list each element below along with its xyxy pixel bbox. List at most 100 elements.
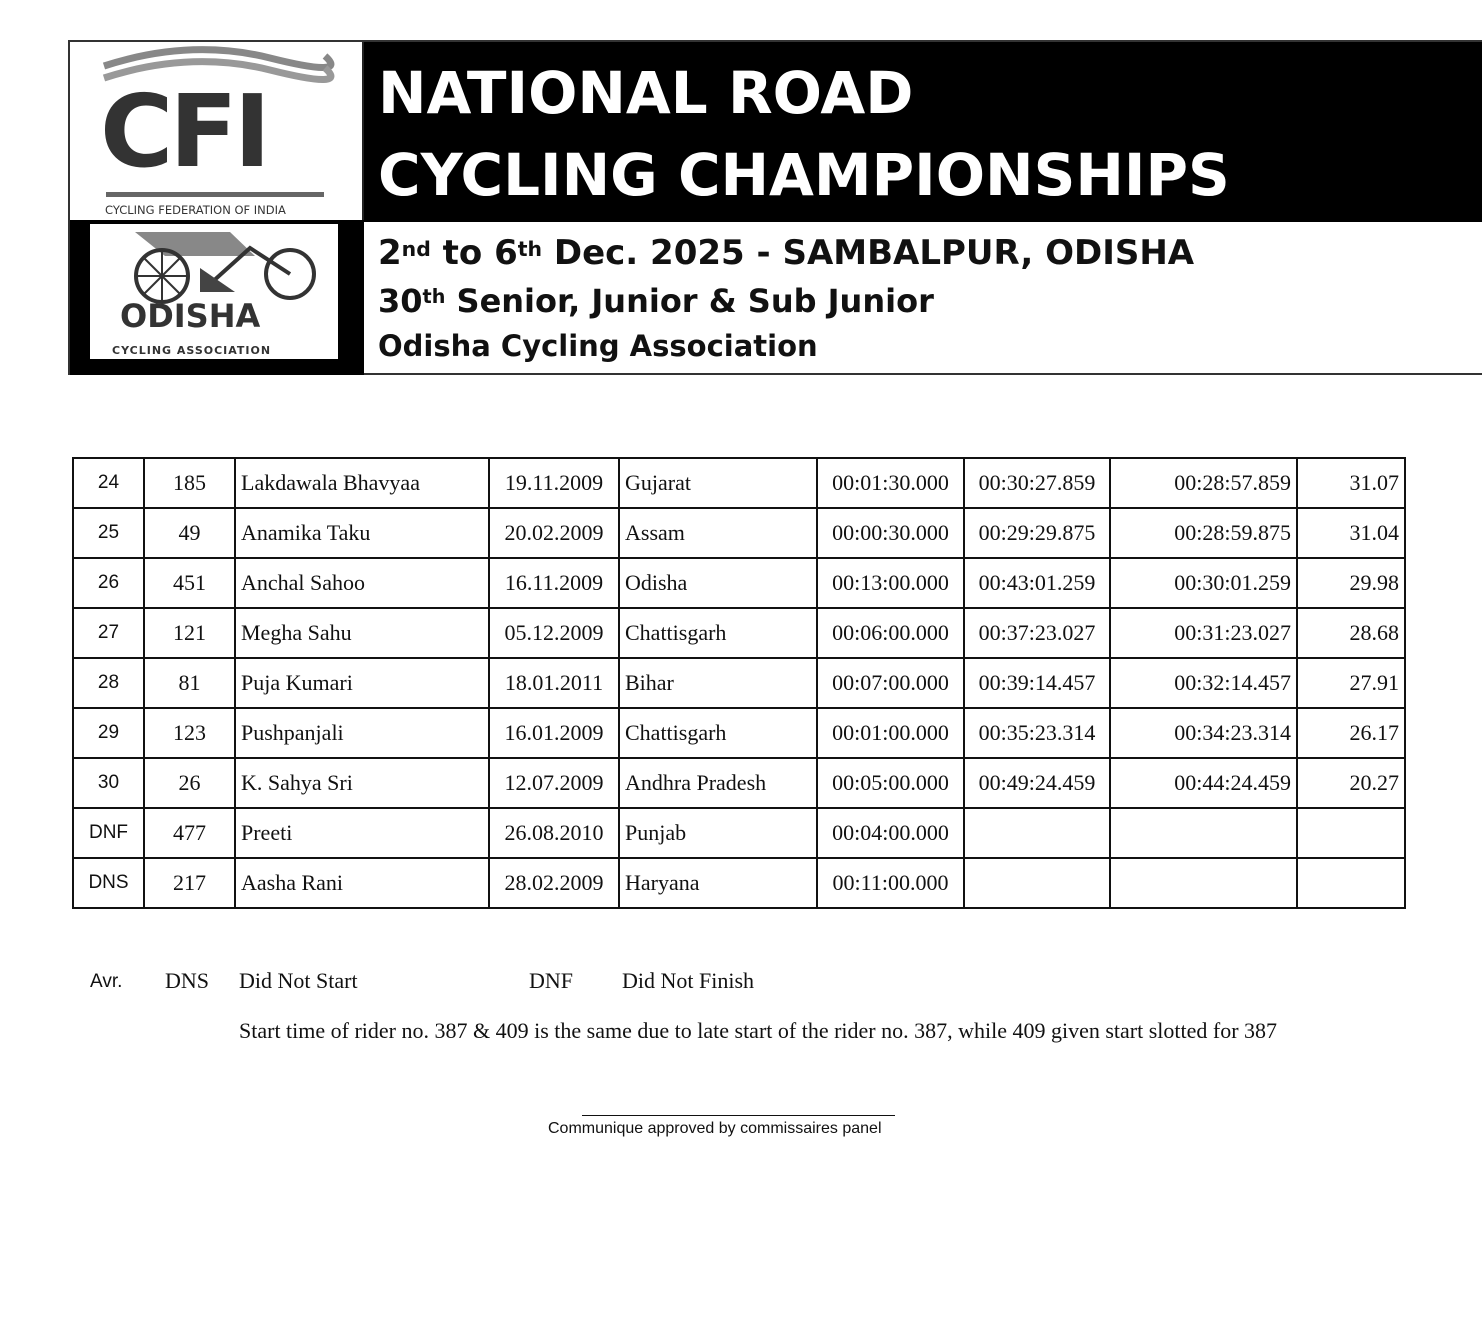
start-time-cell: 00:01:00.000 [816,707,965,759]
finish-time-cell: 00:49:24.459 [963,757,1111,809]
date-of-birth-cell: 05.12.2009 [488,607,620,659]
legend-dns-code: DNS [165,968,210,993]
net-time-cell: 00:44:24.459 [1109,757,1298,809]
net-time-cell: 00:30:01.259 [1109,557,1298,609]
table-row: 25 49 Anamika Taku 20.02.2009 Assam 00:00:30.… [72,507,1406,559]
start-time-cell: 00:13:00.000 [816,557,965,609]
rider-name-cell: Puja Kumari [234,657,490,709]
table-row: DNF 477 Preeti 26.08.2010 Punjab 00:04:00.000 [72,807,1406,859]
rider-name-cell: Anamika Taku [234,507,490,559]
average-speed-cell: 20.27 [1296,757,1406,809]
odisha-cycling-association-logo: ODISHA CYCLING ASSOCIATION [70,220,364,375]
net-time-cell: 00:31:23.027 [1109,607,1298,659]
table-row: 27 121 Megha Sahu 05.12.2009 Chattisgarh 00:0… [72,607,1406,659]
date-of-birth-cell: 20.02.2009 [488,507,620,559]
event-date-venue: 2nd to 6th Dec. 2025 - SAMBALPUR, ODISHA [378,233,1195,273]
state-cell: Odisha [618,557,818,609]
net-time-cell: 00:32:14.457 [1109,657,1298,709]
average-speed-cell: 28.68 [1296,607,1406,659]
svg-text:CYCLING FEDERATION OF INDIA: CYCLING FEDERATION OF INDIA [105,203,286,217]
average-speed-cell: 31.04 [1296,507,1406,559]
start-time-cell: 00:01:30.000 [816,457,965,509]
legend-dns-text: Did Not Start [239,968,358,993]
average-speed-cell: 31.07 [1296,457,1406,509]
start-time-note: Start time of rider no. 387 & 409 is the… [239,1018,1278,1043]
finish-time-cell: 00:39:14.457 [963,657,1111,709]
event-details: 2nd to 6th Dec. 2025 - SAMBALPUR, ODISHA… [378,228,1194,368]
start-time-cell: 00:05:00.000 [816,757,965,809]
state-cell: Chattisgarh [618,607,818,659]
finish-time-cell: 00:37:23.027 [963,607,1111,659]
event-edition: 30th Senior, Junior & Sub Junior [378,282,934,320]
bib-number-cell: 26 [143,757,236,809]
start-time-cell: 00:00:30.000 [816,507,965,559]
table-row: 30 26 K. Sahya Sri 12.07.2009 Andhra Pradesh… [72,757,1406,809]
rider-name-cell: Pushpanjali [234,707,490,759]
legend-label: Avr. [90,971,123,992]
net-time-cell: 00:28:59.875 [1109,507,1298,559]
cfi-logo: CFI CYCLING FEDERATION OF INDIA [70,42,364,220]
championship-title: NATIONAL ROAD CYCLING CHAMPIONSHIPS [364,42,1482,222]
position-cell: 30 [72,757,145,809]
signature-caption: Communique approved by commissaires pane… [548,1120,882,1137]
finish-time-cell [963,857,1111,909]
net-time-cell: 00:34:23.314 [1109,707,1298,759]
legend-dnf-text: Did Not Finish [622,968,755,993]
position-cell: 26 [72,557,145,609]
table-row: 29 123 Pushpanjali 16.01.2009 Chattisgarh 00:… [72,707,1406,759]
bib-number-cell: 121 [143,607,236,659]
position-cell: 28 [72,657,145,709]
net-time-cell [1109,807,1298,859]
date-of-birth-cell: 12.07.2009 [488,757,620,809]
state-cell: Assam [618,507,818,559]
average-speed-cell: 29.98 [1296,557,1406,609]
average-speed-cell [1296,857,1406,909]
net-time-cell: 00:28:57.859 [1109,457,1298,509]
position-cell: DNF [72,807,145,859]
finish-time-cell [963,807,1111,859]
title-line-1: NATIONAL ROAD [378,59,914,127]
average-speed-cell: 27.91 [1296,657,1406,709]
bib-number-cell: 217 [143,857,236,909]
signature-line [582,1115,895,1116]
date-of-birth-cell: 26.08.2010 [488,807,620,859]
bib-number-cell: 49 [143,507,236,559]
rider-name-cell: Aasha Rani [234,857,490,909]
title-line-2: CYCLING CHAMPIONSHIPS [378,141,1230,209]
average-speed-cell [1296,807,1406,859]
position-cell: DNS [72,857,145,909]
average-speed-cell: 26.17 [1296,707,1406,759]
rider-name-cell: Anchal Sahoo [234,557,490,609]
svg-text:CYCLING ASSOCIATION: CYCLING ASSOCIATION [112,344,271,357]
date-of-birth-cell: 16.11.2009 [488,557,620,609]
table-row: 26 451 Anchal Sahoo 16.11.2009 Odisha 00:13:0… [72,557,1406,609]
state-cell: Bihar [618,657,818,709]
start-time-cell: 00:04:00.000 [816,807,965,859]
date-of-birth-cell: 19.11.2009 [488,457,620,509]
position-cell: 29 [72,707,145,759]
start-time-cell: 00:06:00.000 [816,607,965,659]
table-row: DNS 217 Aasha Rani 28.02.2009 Haryana 00:11:0… [72,857,1406,909]
position-cell: 27 [72,607,145,659]
results-table: 24 185 Lakdawala Bhavyaa 19.11.2009 Gujarat 0… [72,457,1406,909]
rider-name-cell: Preeti [234,807,490,859]
position-cell: 25 [72,507,145,559]
position-cell: 24 [72,457,145,509]
date-of-birth-cell: 28.02.2009 [488,857,620,909]
table-row: 24 185 Lakdawala Bhavyaa 19.11.2009 Gujarat 0… [72,457,1406,509]
rider-name-cell: Lakdawala Bhavyaa [234,457,490,509]
bib-number-cell: 81 [143,657,236,709]
bib-number-cell: 477 [143,807,236,859]
state-cell: Haryana [618,857,818,909]
legend-dnf-code: DNF [529,968,574,993]
svg-text:CFI: CFI [100,73,267,190]
state-cell: Gujarat [618,457,818,509]
organizer: Odisha Cycling Association [378,329,818,363]
bib-number-cell: 451 [143,557,236,609]
finish-time-cell: 00:43:01.259 [963,557,1111,609]
table-row: 28 81 Puja Kumari 18.01.2011 Bihar 00:07:00.0… [72,657,1406,709]
state-cell: Chattisgarh [618,707,818,759]
date-of-birth-cell: 16.01.2009 [488,707,620,759]
state-cell: Andhra Pradesh [618,757,818,809]
rider-name-cell: Megha Sahu [234,607,490,659]
